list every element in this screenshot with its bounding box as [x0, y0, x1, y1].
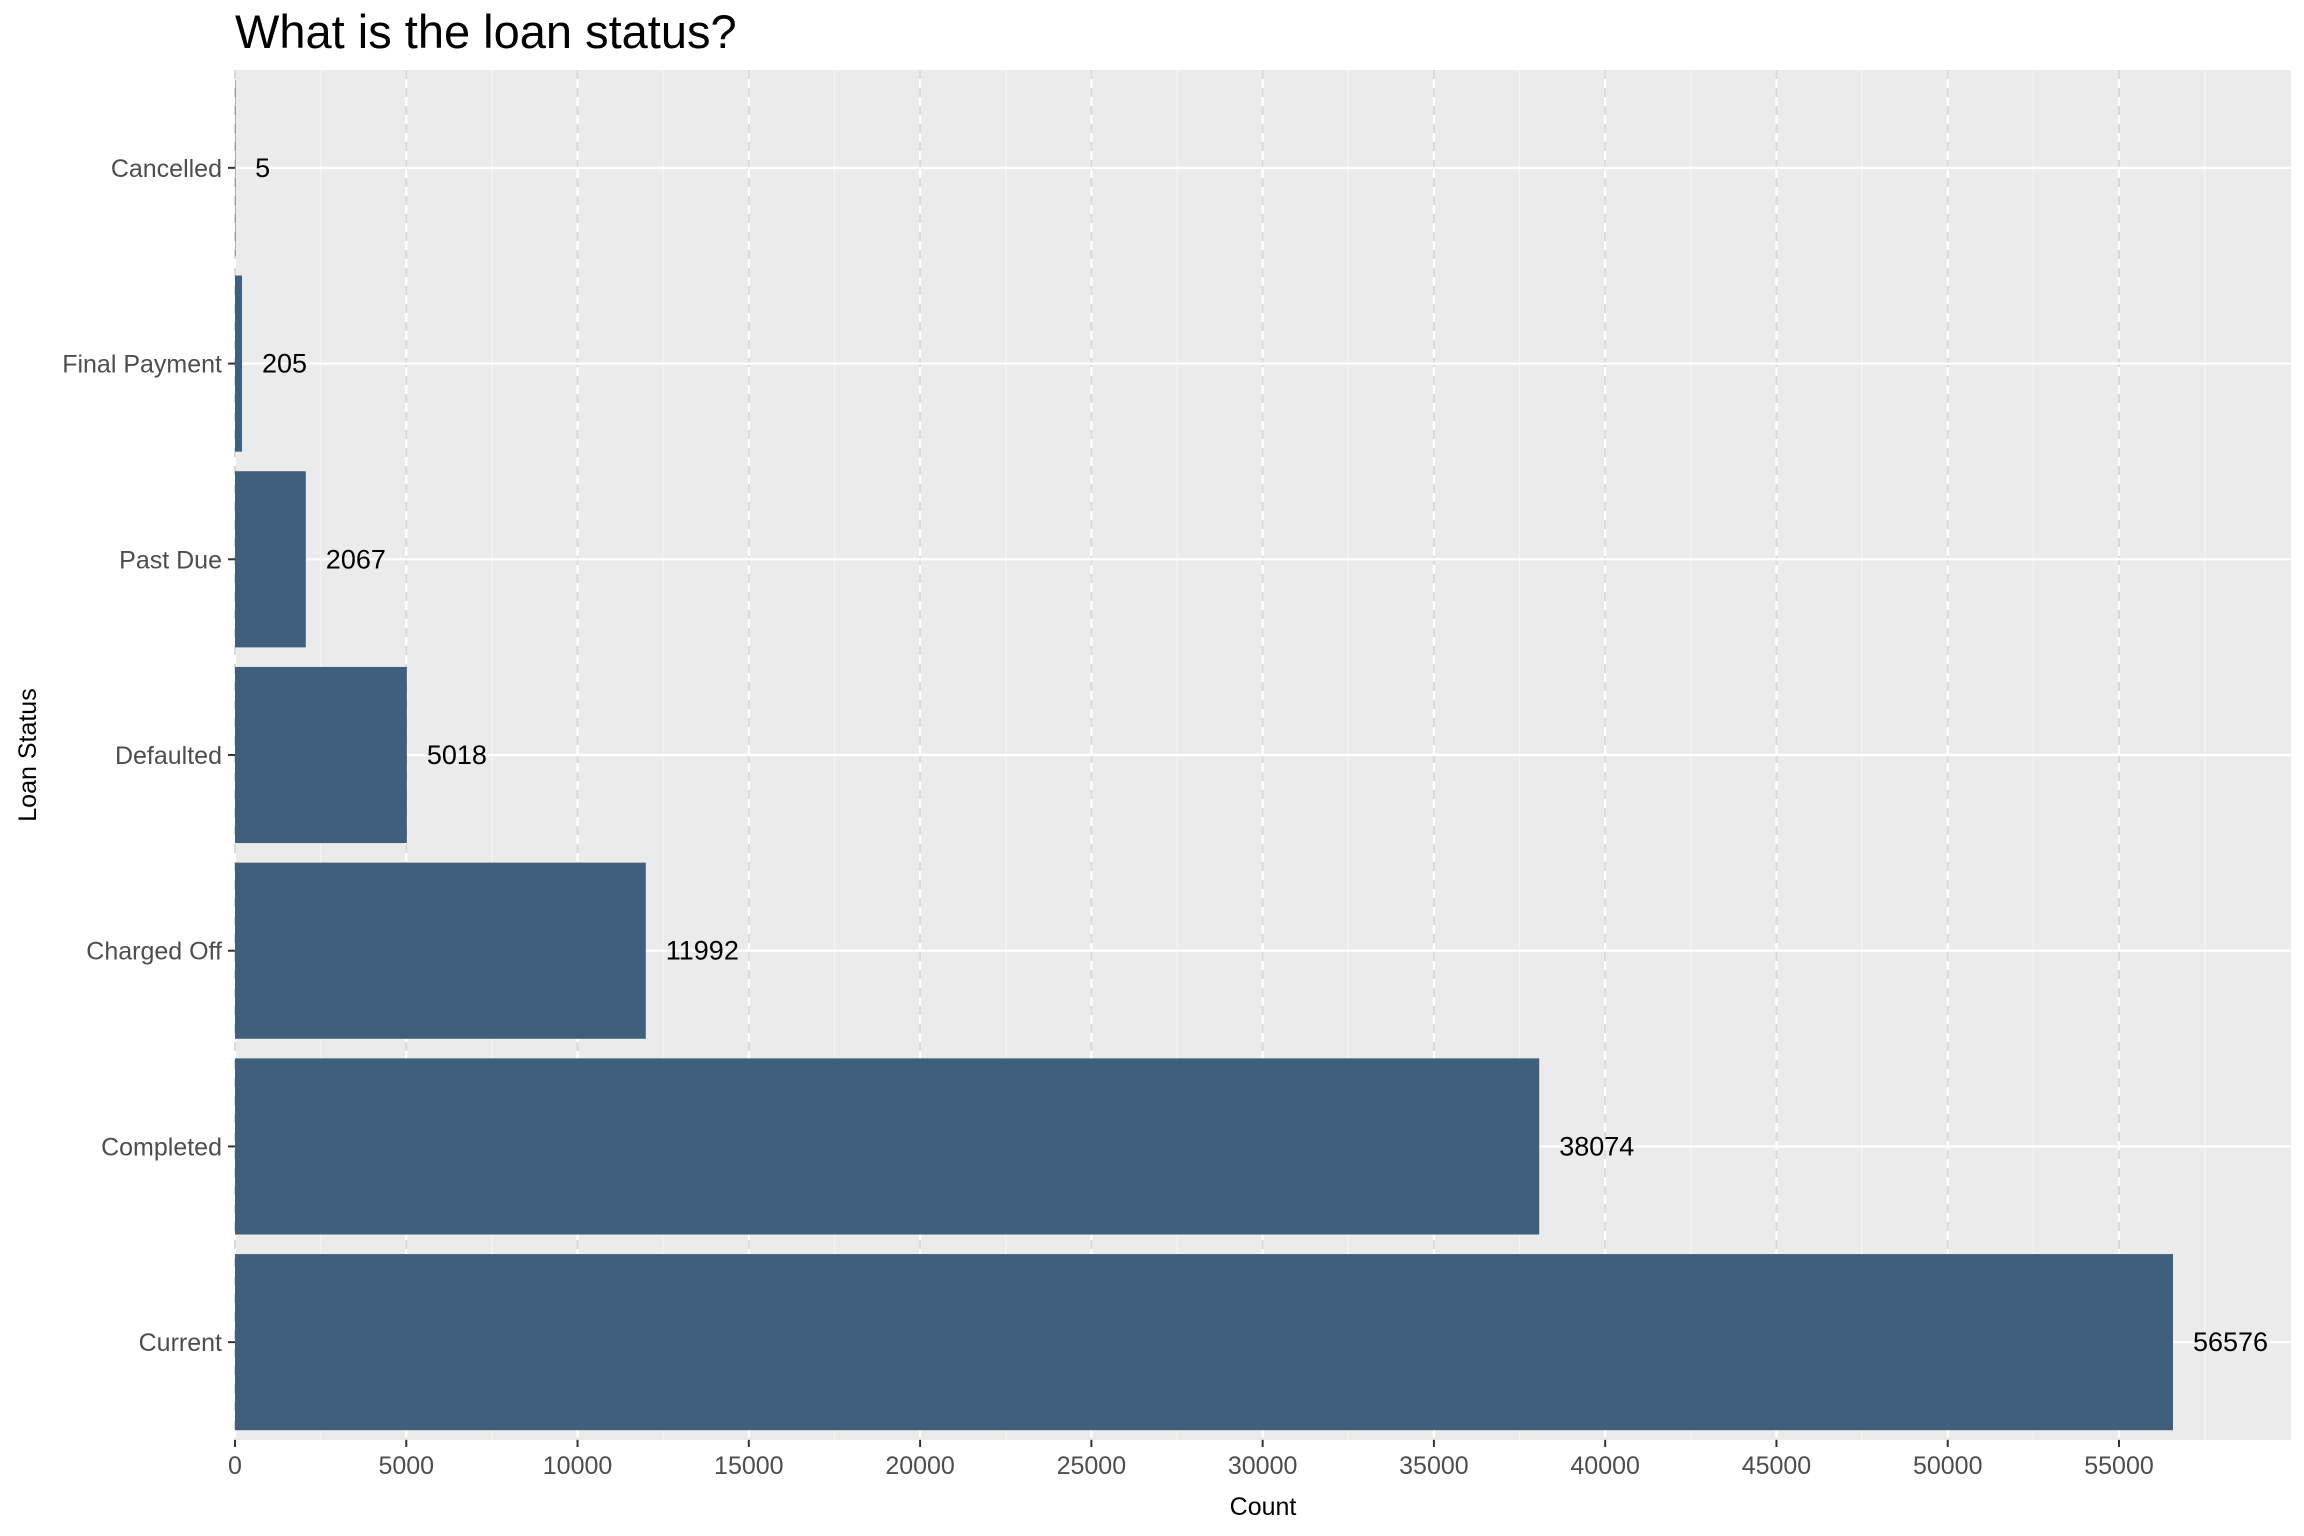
data-label: 205: [262, 349, 307, 379]
data-label: 38074: [1559, 1131, 1634, 1161]
x-tick-label: 25000: [1057, 1452, 1127, 1480]
grid-layer: [233, 70, 2291, 1440]
x-tick-label: 5000: [378, 1452, 434, 1480]
bar-final-payment: [235, 275, 243, 452]
bar-charged-off: [235, 862, 646, 1039]
x-tick-label: 15000: [714, 1452, 784, 1480]
x-axis-title: Count: [1230, 1493, 1297, 1521]
y-axis-title: Loan Status: [14, 688, 42, 821]
y-tick-label: Completed: [101, 1133, 222, 1161]
x-tick-label: 55000: [2084, 1452, 2154, 1480]
x-tick-label: 35000: [1399, 1452, 1469, 1480]
data-label: 11992: [666, 936, 739, 966]
bar-defaulted: [235, 666, 407, 844]
y-tick-label: Defaulted: [115, 742, 222, 770]
x-tick-label: 40000: [1570, 1452, 1640, 1480]
chart-title: What is the loan status?: [235, 5, 737, 58]
x-tick-label: 0: [228, 1452, 242, 1480]
y-tick-label: Past Due: [119, 546, 222, 574]
x-axis: 0 5000 10000 15000 20000 25000 30000 35000 40000…: [228, 1440, 2154, 1480]
x-tick-label: 10000: [543, 1452, 613, 1480]
data-label: 5: [255, 153, 270, 183]
x-tick-label: 20000: [885, 1452, 955, 1480]
y-tick-label: Charged Off: [86, 938, 222, 966]
data-label: 56576: [2193, 1327, 2268, 1357]
x-tick-label: 30000: [1228, 1452, 1298, 1480]
data-labels-layer: 56576 38074 11992 5018 2067 205 5: [255, 153, 2268, 1357]
y-tick-label: Cancelled: [111, 155, 222, 183]
bar-past-due: [235, 471, 306, 648]
x-tick-label: 45000: [1742, 1452, 1812, 1480]
x-tick-label: 50000: [1913, 1452, 1983, 1480]
y-tick-label: Final Payment: [62, 351, 222, 379]
bar-completed: [235, 1058, 1540, 1235]
bar-cancelled: [235, 79, 236, 256]
y-tick-label: Current: [139, 1329, 222, 1357]
data-label: 5018: [427, 740, 487, 770]
bars-layer: [235, 79, 2173, 1431]
y-axis: Current Completed Charged Off Defaulted Past…: [62, 155, 235, 1357]
bar-current: [235, 1254, 2173, 1431]
data-label: 2067: [326, 544, 386, 574]
